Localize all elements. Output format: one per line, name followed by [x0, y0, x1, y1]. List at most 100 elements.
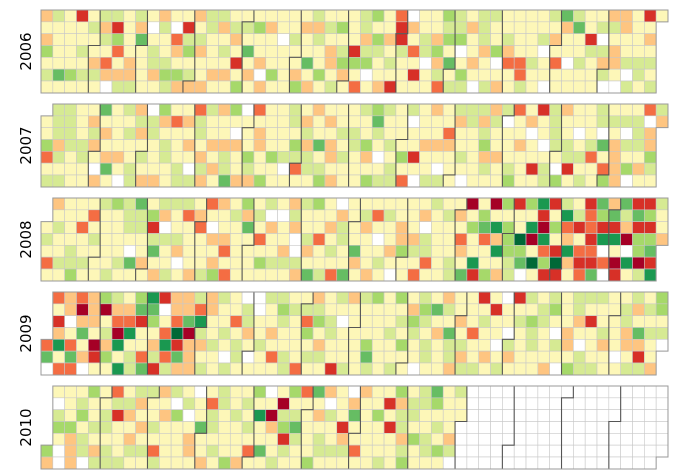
day-cell	[395, 221, 409, 234]
day-cell	[442, 33, 456, 46]
day-cell	[620, 291, 633, 305]
day-cell	[88, 433, 101, 446]
day-cell	[170, 174, 184, 188]
day-cell	[502, 303, 515, 316]
day-cell	[608, 315, 621, 328]
day-cell	[289, 291, 302, 305]
day-cell	[478, 197, 491, 211]
day-cell	[608, 433, 621, 446]
day-cell	[537, 33, 550, 46]
day-cell	[218, 303, 231, 316]
day-cell	[336, 127, 349, 140]
day-cell	[371, 197, 385, 211]
day-cell	[194, 350, 207, 364]
day-cell	[573, 80, 586, 94]
day-cell	[277, 68, 290, 82]
day-cell	[265, 139, 278, 152]
day-cell	[549, 350, 562, 364]
day-cell	[159, 397, 172, 410]
day-cell	[265, 233, 278, 246]
day-cell	[620, 209, 633, 222]
day-cell	[490, 362, 503, 376]
day-cell	[371, 45, 385, 58]
day-cell	[99, 397, 113, 410]
day-cell	[466, 221, 480, 234]
day-cell	[360, 127, 373, 140]
month-boundary	[560, 386, 574, 469]
day-cell	[147, 21, 160, 34]
day-cell	[52, 303, 65, 316]
day-cell	[111, 33, 125, 46]
day-cell	[537, 103, 550, 117]
day-cell	[182, 103, 196, 117]
month-boundary	[146, 386, 160, 469]
day-cell	[277, 291, 290, 305]
day-cell	[502, 45, 515, 58]
day-cell	[431, 327, 444, 340]
day-cell	[300, 456, 314, 470]
day-cell	[324, 68, 338, 82]
month-boundary	[454, 292, 468, 375]
day-cell	[194, 174, 207, 188]
day-cell	[147, 45, 160, 58]
day-cell	[206, 409, 219, 422]
day-cell	[419, 409, 432, 422]
day-cell	[395, 303, 409, 316]
day-cell	[135, 9, 148, 23]
day-cell	[360, 456, 373, 470]
day-cell	[549, 209, 562, 222]
day-cell	[123, 456, 136, 470]
year-panel-2009: 2009	[17, 291, 669, 376]
day-cell	[253, 327, 267, 340]
day-cell	[537, 221, 550, 234]
day-cell	[525, 315, 539, 328]
day-cell	[88, 409, 101, 422]
day-cell	[371, 385, 385, 399]
day-cell	[277, 350, 290, 364]
month-boundary	[608, 292, 622, 375]
day-cell	[241, 127, 255, 140]
day-cell	[644, 57, 657, 70]
day-cell	[52, 197, 65, 211]
day-cell	[466, 362, 480, 376]
day-cell	[596, 197, 610, 211]
day-cell	[111, 256, 125, 270]
day-cell	[431, 209, 444, 222]
month-boundary	[241, 292, 255, 375]
day-cell	[395, 103, 409, 117]
day-cell	[513, 409, 527, 422]
day-cell	[88, 315, 101, 328]
day-cell	[371, 9, 385, 23]
day-cell	[502, 233, 515, 246]
day-cell	[549, 456, 562, 470]
day-cell	[502, 456, 515, 470]
day-cell	[253, 409, 267, 422]
day-cell	[466, 174, 480, 188]
day-cell	[644, 327, 657, 340]
day-cell	[561, 268, 574, 282]
day-cell	[194, 444, 207, 458]
day-cell	[159, 421, 172, 434]
day-cell	[419, 256, 432, 270]
day-cell	[312, 174, 326, 188]
day-cell	[159, 221, 172, 234]
day-cell	[52, 350, 65, 364]
day-cell	[454, 233, 468, 246]
day-cell	[655, 339, 669, 352]
day-cell	[502, 197, 515, 211]
month-boundary	[395, 198, 409, 281]
day-cell	[466, 9, 480, 23]
day-cell	[525, 256, 539, 270]
day-cell	[537, 315, 550, 328]
day-cell	[525, 350, 539, 364]
day-cell	[537, 268, 550, 282]
day-cell	[442, 291, 456, 305]
day-cell	[324, 303, 338, 316]
month-boundary	[442, 104, 456, 187]
day-cell	[383, 68, 397, 82]
day-cell	[194, 103, 207, 117]
day-cell	[419, 456, 432, 470]
day-cell	[241, 209, 255, 222]
day-cell	[336, 45, 349, 58]
day-cell	[64, 174, 77, 188]
